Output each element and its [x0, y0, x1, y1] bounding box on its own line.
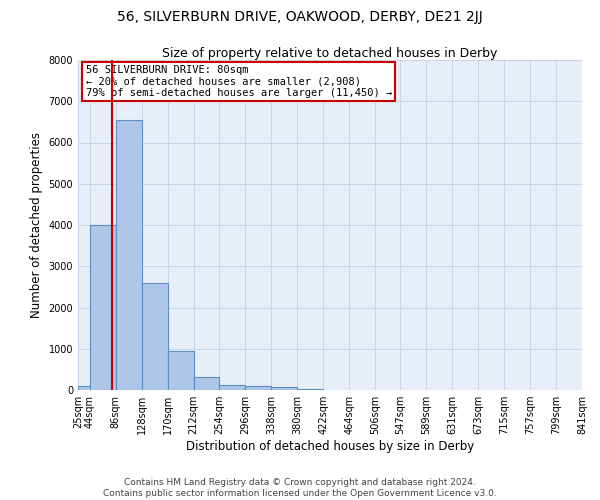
Bar: [297, 389, 323, 390]
Y-axis label: Number of detached properties: Number of detached properties: [30, 132, 43, 318]
Bar: [90, 225, 116, 390]
Bar: [116, 120, 142, 390]
Bar: [271, 386, 297, 390]
Bar: [167, 351, 193, 390]
Bar: [193, 377, 220, 390]
Bar: [78, 386, 90, 390]
Bar: [220, 384, 245, 390]
Bar: [142, 283, 167, 390]
Text: 56, SILVERBURN DRIVE, OAKWOOD, DERBY, DE21 2JJ: 56, SILVERBURN DRIVE, OAKWOOD, DERBY, DE…: [117, 10, 483, 24]
Text: Contains HM Land Registry data © Crown copyright and database right 2024.
Contai: Contains HM Land Registry data © Crown c…: [103, 478, 497, 498]
Title: Size of property relative to detached houses in Derby: Size of property relative to detached ho…: [163, 47, 497, 60]
Text: 56 SILVERBURN DRIVE: 80sqm
← 20% of detached houses are smaller (2,908)
79% of s: 56 SILVERBURN DRIVE: 80sqm ← 20% of deta…: [86, 65, 392, 98]
Bar: [245, 386, 271, 390]
X-axis label: Distribution of detached houses by size in Derby: Distribution of detached houses by size …: [186, 440, 474, 453]
